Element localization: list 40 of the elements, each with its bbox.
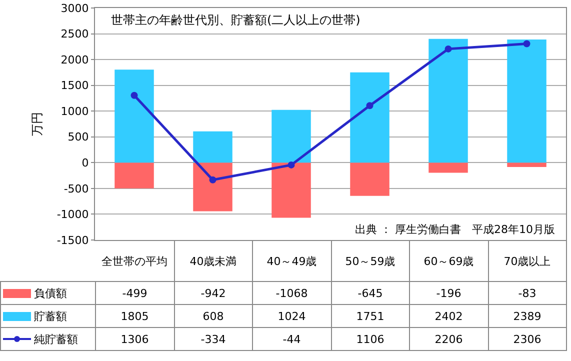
data-label: 2389 bbox=[488, 304, 566, 328]
x-tick-label: 40～49歳 bbox=[252, 240, 331, 282]
data-label: -1068 bbox=[252, 282, 331, 304]
y-axis-title: 万円 bbox=[30, 112, 44, 136]
data-label: -44 bbox=[252, 328, 331, 350]
data-label: 2206 bbox=[410, 328, 488, 350]
x-tick-label: 60～69歳 bbox=[410, 240, 488, 282]
x-tick-label: 全世帯の平均 bbox=[96, 240, 174, 282]
data-label: 1024 bbox=[252, 304, 331, 328]
data-label: -942 bbox=[174, 282, 252, 304]
y-tick-label: -1000 bbox=[56, 208, 89, 222]
y-tick-label: 2000 bbox=[60, 53, 89, 66]
text: 世帯主の年齢世代別、貯蓄額(二人以上の世帯) bbox=[111, 13, 360, 27]
data-label: 1306 bbox=[96, 328, 174, 350]
y-tick-label: -500 bbox=[64, 182, 89, 196]
y-tick-label: 2500 bbox=[60, 28, 89, 41]
data-label: 1805 bbox=[96, 304, 174, 328]
y-tick-label: 3000 bbox=[60, 2, 89, 15]
legend-label: 負債額 bbox=[0, 282, 96, 304]
data-label: 1106 bbox=[331, 328, 410, 350]
y-tick-label: 1500 bbox=[60, 79, 89, 92]
annotation: 出典 ： 厚生労働白書 平成28年10月版 bbox=[355, 223, 555, 236]
data-label: -196 bbox=[410, 282, 488, 304]
legend-label: 純貯蓄額 bbox=[0, 328, 96, 350]
data-label: 608 bbox=[174, 304, 252, 328]
data-label: 1751 bbox=[331, 304, 410, 328]
y-tick-label: 0 bbox=[82, 156, 89, 170]
data-label: -499 bbox=[96, 282, 174, 304]
data-label: 2306 bbox=[488, 328, 566, 350]
data-label: -334 bbox=[174, 328, 252, 350]
y-tick-label: -1500 bbox=[56, 234, 89, 247]
x-tick-label: 40歳未満 bbox=[174, 240, 252, 282]
x-tick-label: 50～59歳 bbox=[331, 240, 410, 282]
y-tick-label: 1000 bbox=[60, 104, 89, 118]
y-tick-label: 500 bbox=[68, 130, 89, 144]
data-label: -83 bbox=[488, 282, 566, 304]
x-tick-label: 70歳以上 bbox=[488, 240, 566, 282]
legend-label: 貯蓄額 bbox=[0, 304, 96, 328]
data-label: -645 bbox=[331, 282, 410, 304]
data-label: 2402 bbox=[410, 304, 488, 328]
